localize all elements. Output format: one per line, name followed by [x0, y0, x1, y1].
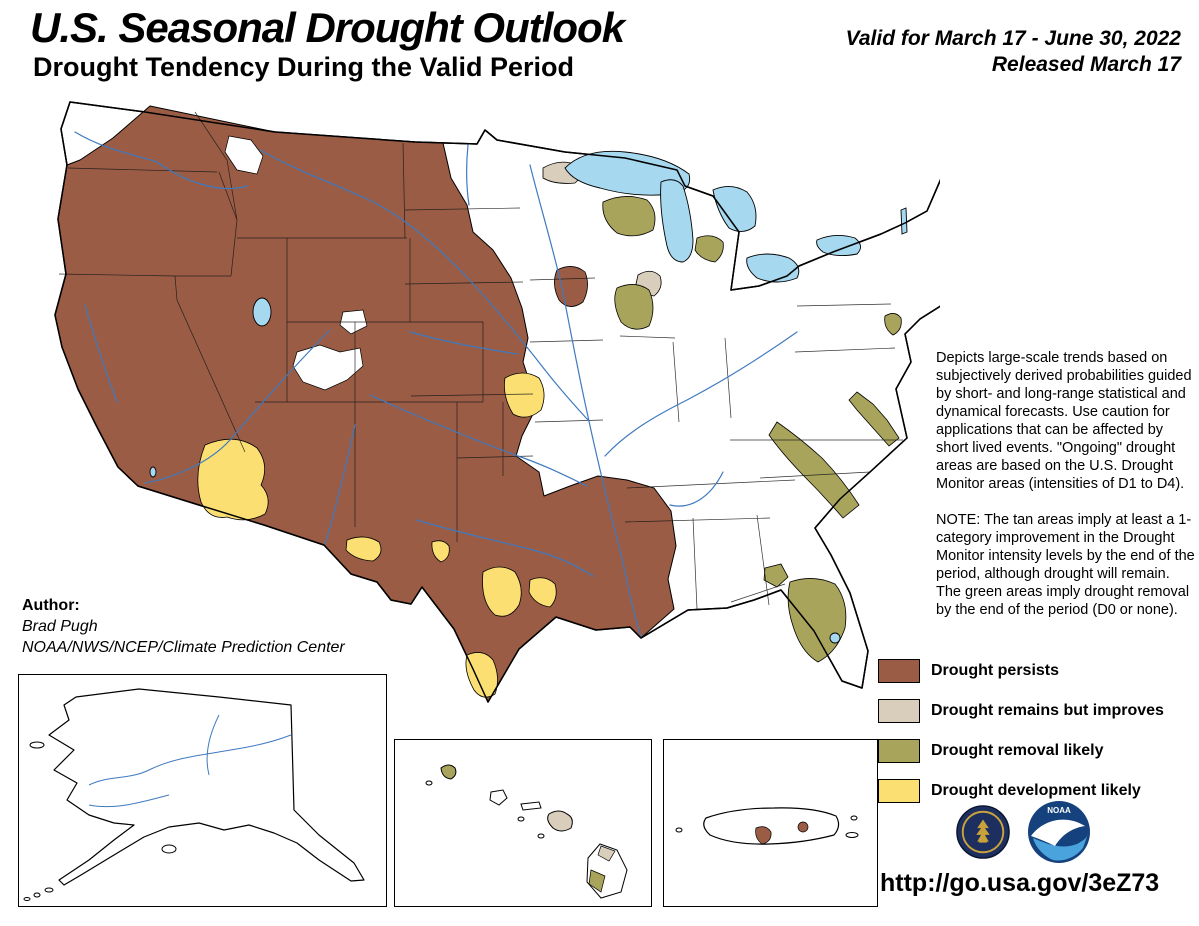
page-title: U.S. Seasonal Drought Outlook	[30, 4, 625, 51]
alaska-rivers	[88, 714, 292, 808]
author-label: Author:	[22, 597, 80, 614]
state-boundaries	[58, 111, 903, 610]
legend: Drought persists Drought remains but imp…	[878, 659, 1164, 819]
alaska-islands	[23, 741, 177, 901]
description-block: Depicts large-scale trends based on subj…	[936, 350, 1196, 638]
rivers	[74, 131, 798, 638]
valid-dates: Valid for March 17 - June 30, 2022	[845, 27, 1181, 50]
page-subtitle: Drought Tendency During the Valid Period	[33, 52, 575, 82]
description-paragraph-1: Depicts large-scale trends based on subj…	[936, 350, 1192, 492]
author-block: Author: Brad Pugh NOAA/NWS/NCEP/Climate …	[22, 596, 345, 658]
valid-period-block: Valid for March 17 - June 30, 2022 Relea…	[846, 26, 1181, 79]
legend-item-removal: Drought removal likely	[878, 739, 1164, 763]
legend-item-improves: Drought remains but improves	[878, 699, 1164, 723]
legend-swatch-improves	[878, 699, 920, 723]
author-organization: NOAA/NWS/NCEP/Climate Prediction Center	[22, 638, 345, 656]
legend-label-persists: Drought persists	[931, 662, 1060, 679]
legend-swatch-removal	[878, 739, 920, 763]
puerto-rico-drought-patches	[755, 821, 809, 845]
conus-coastline	[54, 101, 940, 703]
alaska-map	[23, 688, 365, 901]
puerto-rico-islands	[675, 815, 859, 838]
author-name: Brad Pugh	[22, 617, 98, 635]
regions-no-drought-holes	[224, 135, 368, 391]
description-paragraph-2: NOTE: The tan areas imply at least a 1-c…	[936, 511, 1195, 618]
legend-swatch-development	[878, 779, 920, 803]
info-url[interactable]: http://go.usa.gov/3eZ73	[880, 869, 1160, 897]
legend-label-removal: Drought removal likely	[931, 742, 1104, 759]
conus-map	[54, 101, 940, 703]
released-date: Released March 17	[991, 53, 1181, 77]
noaa-logo-icon: NOAA	[1028, 801, 1090, 863]
legend-swatch-persists	[878, 659, 920, 683]
regions-drought-development	[197, 372, 557, 698]
alaska-inset	[18, 674, 387, 907]
hawaii-map	[425, 764, 628, 899]
puerto-rico-inset	[663, 739, 878, 907]
legend-item-persists: Drought persists	[878, 659, 1164, 683]
legend-label-improves: Drought remains but improves	[931, 702, 1164, 719]
noaa-logo-text: NOAA	[1047, 806, 1071, 815]
legend-item-development: Drought development likely	[878, 779, 1164, 803]
legend-label-development: Drought development likely	[931, 782, 1141, 799]
department-of-commerce-seal-icon	[956, 805, 1010, 859]
puerto-rico-outline	[703, 807, 840, 845]
hawaii-islands	[425, 764, 628, 899]
agency-logos: NOAA	[955, 800, 1091, 864]
puerto-rico-map	[675, 807, 859, 845]
great-lakes	[149, 150, 908, 644]
regions-drought-removal	[602, 196, 902, 663]
alaska-outline	[48, 688, 365, 886]
hawaii-inset	[394, 739, 652, 907]
